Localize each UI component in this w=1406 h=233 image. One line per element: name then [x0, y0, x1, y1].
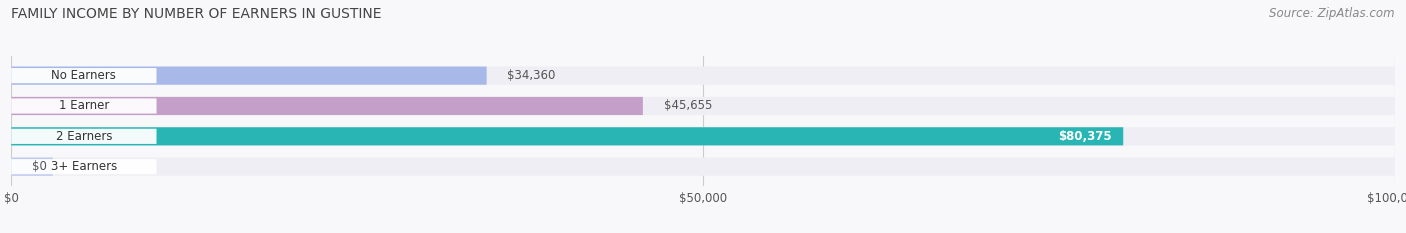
- FancyBboxPatch shape: [11, 67, 1395, 85]
- FancyBboxPatch shape: [11, 97, 1395, 115]
- Text: $34,360: $34,360: [508, 69, 555, 82]
- Text: No Earners: No Earners: [52, 69, 117, 82]
- FancyBboxPatch shape: [11, 97, 643, 115]
- Text: $45,655: $45,655: [664, 99, 711, 113]
- Text: 1 Earner: 1 Earner: [59, 99, 110, 113]
- Text: $0: $0: [32, 160, 46, 173]
- Text: 3+ Earners: 3+ Earners: [51, 160, 117, 173]
- FancyBboxPatch shape: [11, 158, 1395, 176]
- Text: $80,375: $80,375: [1059, 130, 1112, 143]
- FancyBboxPatch shape: [11, 158, 53, 176]
- Text: Source: ZipAtlas.com: Source: ZipAtlas.com: [1270, 7, 1395, 20]
- Text: FAMILY INCOME BY NUMBER OF EARNERS IN GUSTINE: FAMILY INCOME BY NUMBER OF EARNERS IN GU…: [11, 7, 382, 21]
- FancyBboxPatch shape: [11, 127, 1123, 145]
- FancyBboxPatch shape: [11, 127, 1395, 145]
- FancyBboxPatch shape: [11, 98, 156, 113]
- FancyBboxPatch shape: [11, 129, 156, 144]
- FancyBboxPatch shape: [11, 159, 156, 174]
- FancyBboxPatch shape: [11, 68, 156, 83]
- Text: 2 Earners: 2 Earners: [56, 130, 112, 143]
- FancyBboxPatch shape: [11, 67, 486, 85]
